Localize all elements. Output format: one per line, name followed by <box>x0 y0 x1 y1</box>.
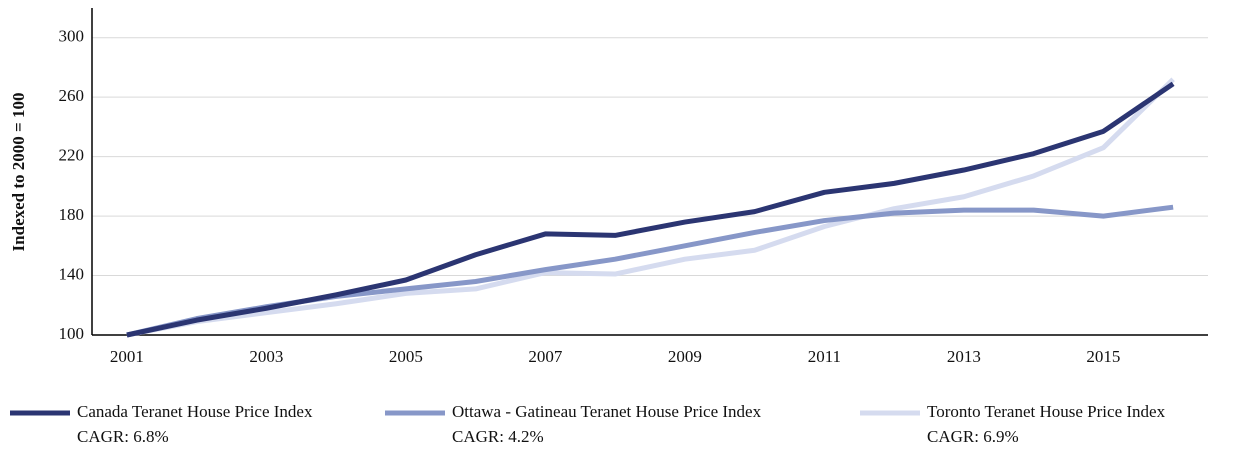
legend-label: Toronto Teranet House Price Index <box>927 402 1166 421</box>
series-line <box>126 77 1175 338</box>
y-tick-label: 220 <box>59 146 85 165</box>
x-tick-label: 2009 <box>668 347 702 366</box>
legend-note: CAGR: 6.9% <box>927 427 1019 446</box>
y-axis-label: Indexed to 2000 = 100 <box>9 93 28 252</box>
y-tick-label: 260 <box>59 86 85 105</box>
x-tick-label: 2007 <box>528 347 563 366</box>
x-tick-label: 2003 <box>249 347 283 366</box>
y-tick-label: 140 <box>59 264 85 283</box>
legend-label: Canada Teranet House Price Index <box>77 402 313 421</box>
legend-label: Ottawa - Gatineau Teranet House Price In… <box>452 402 762 421</box>
x-tick-label: 2011 <box>808 347 841 366</box>
legend-note: CAGR: 6.8% <box>77 427 169 446</box>
y-tick-label: 100 <box>59 324 85 343</box>
series-line <box>126 81 1175 338</box>
x-tick-label: 2001 <box>110 347 144 366</box>
x-tick-label: 2013 <box>947 347 981 366</box>
legend-note: CAGR: 4.2% <box>452 427 544 446</box>
x-tick-label: 2005 <box>389 347 423 366</box>
y-tick-label: 180 <box>59 205 85 224</box>
y-tick-label: 300 <box>59 27 85 46</box>
x-tick-label: 2015 <box>1086 347 1120 366</box>
